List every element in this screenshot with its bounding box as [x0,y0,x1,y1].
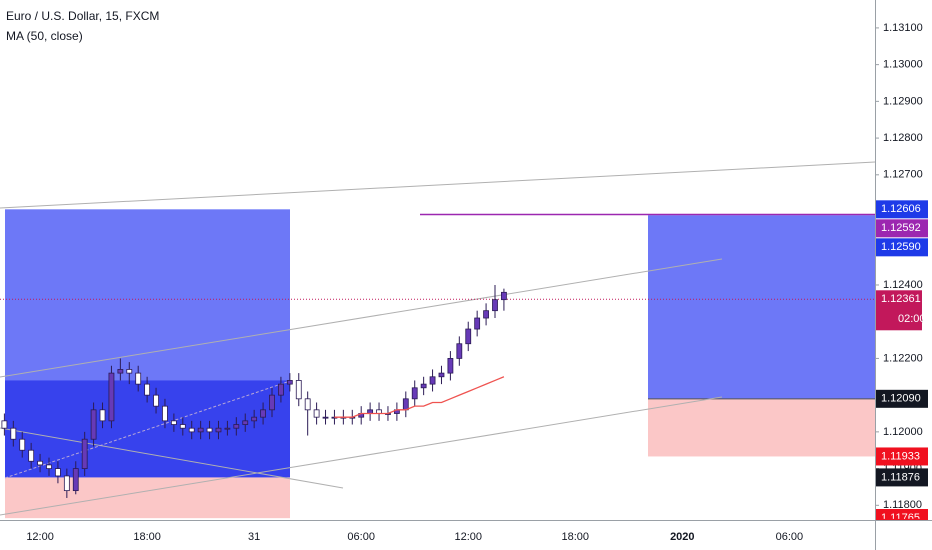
candle-body [269,394,275,411]
long-stop-zone [5,477,290,519]
price-badge-label: 1.11876 [881,471,920,483]
candle-body [242,420,249,425]
x-tick-label: 2020 [670,531,694,543]
candle-body [447,358,454,374]
candle-body [55,468,61,477]
chart-title: Euro / U.S. Dollar, 15, FXCM [6,9,159,23]
candle-body [117,369,124,374]
last-price-label: 1.12361 [881,293,921,305]
short-target-zone [648,215,875,399]
candle-body [465,328,472,345]
candle-body [322,416,329,419]
candle-body [206,427,213,433]
trend-line [4,380,291,479]
candle-body [304,398,311,411]
candle-body [170,420,177,425]
price-badge-label: 1.11933 [881,450,920,462]
y-tick-label: 1.12800 [883,132,923,144]
candle-body [19,438,26,451]
price-badge [876,238,928,257]
price-badge [876,447,928,466]
candle-body [492,299,498,312]
candle-body [188,427,195,433]
candle-body [224,427,231,430]
candle-body [411,387,418,400]
price-badge [876,509,928,520]
price-badge [876,389,928,408]
price-badge-label: 1.12090 [881,393,921,405]
trend-line [0,161,876,209]
candle-body [126,369,133,374]
candle-body [72,468,79,492]
y-tick-label: 1.12400 [883,279,923,291]
candle-body [46,464,52,469]
price-badge [876,200,928,219]
candle-body [295,380,302,400]
candle-body [153,394,159,407]
x-tick-label: 31 [248,531,260,543]
y-tick-label: 1.11800 [883,499,922,511]
y-tick-label: 1.13000 [883,59,923,71]
candle-body [99,409,106,422]
price-badge [876,219,928,238]
y-tick-label: 1.12900 [883,95,923,107]
candle-body [278,383,284,396]
plot-area [0,161,876,519]
candle-body [456,343,463,359]
y-tick-label: 1.12700 [883,169,923,181]
x-tick-label: 12:00 [26,531,54,543]
trend-line [0,396,723,516]
candle-body [28,449,35,462]
candle-body [286,380,293,385]
candle-body [37,460,43,466]
last-price-badge [876,290,922,331]
y-tick-label: 1.13100 [883,22,923,34]
candle-body [135,372,142,385]
candle-body [438,372,445,378]
x-tick-label: 18:00 [562,531,590,543]
x-tick-label: 06:00 [347,531,375,543]
candle-body [402,398,409,411]
candle-body [260,409,266,418]
y-tick-label: 1.12000 [883,426,923,438]
candle-body [10,427,17,440]
candle-body [108,372,115,422]
candle-body [81,438,88,469]
y-tick-label: 1.12200 [883,352,923,364]
candle-body [474,317,481,330]
candle-body [144,383,151,396]
candle-body [197,427,204,433]
indicator-label: MA (50, close) [6,29,83,43]
candle-body [215,427,222,433]
price-badge [876,468,928,487]
candle-body [429,376,436,385]
candle-body [1,420,8,429]
moving-average [334,376,505,418]
price-badge-label: 1.12606 [881,203,921,215]
countdown-label: 02:00 [898,313,926,325]
candle-body [483,310,489,319]
candle-body [501,291,507,301]
candle-body [179,424,186,429]
x-tick-label: 06:00 [776,531,804,543]
price-badge-label: 1.12590 [881,241,921,253]
trend-line [0,258,723,378]
candle-body [420,383,427,389]
candle-body [251,416,258,422]
price-badge-label: 1.12592 [881,222,921,234]
x-tick-label: 12:00 [454,531,482,543]
candle-body [233,424,240,429]
x-tick-label: 18:00 [133,531,161,543]
candle-body [162,405,168,422]
candle-body [63,475,70,492]
price-badge-label: 1.11765 [881,512,920,524]
candle-body [313,409,320,418]
candle-body [90,409,97,440]
trend-line [0,427,344,489]
short-stop-zone [648,398,875,457]
